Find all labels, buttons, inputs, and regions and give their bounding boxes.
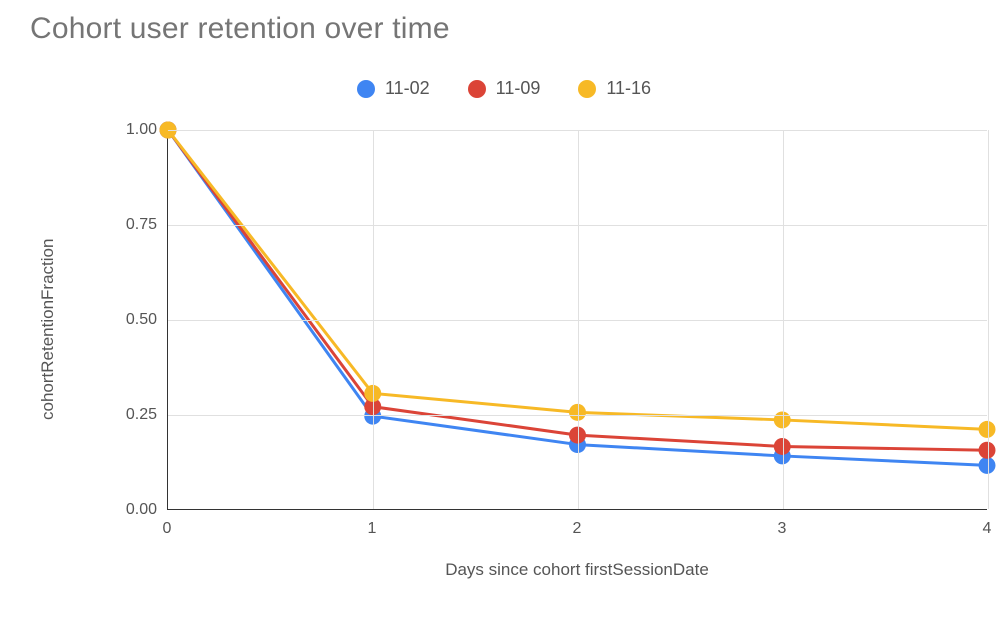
x-tick-label: 3 [778, 520, 787, 538]
series-marker [979, 457, 996, 474]
y-axis-title: cohortRetentionFraction [38, 239, 58, 420]
chart-title: Cohort user retention over time [30, 12, 450, 46]
y-tick-label: 0.50 [112, 311, 157, 329]
legend-dot-icon [468, 80, 486, 98]
legend-label: 11-09 [496, 78, 541, 99]
x-tick-label: 2 [573, 520, 582, 538]
series-marker [979, 421, 996, 438]
gridline-v [783, 130, 784, 509]
gridline-v [988, 130, 989, 509]
legend-label: 11-16 [606, 78, 651, 99]
legend-dot-icon [357, 80, 375, 98]
gridline-v [578, 130, 579, 509]
x-tick-label: 4 [983, 520, 992, 538]
legend-item: 11-09 [468, 78, 541, 99]
legend-item: 11-16 [578, 78, 651, 99]
gridline-v [373, 130, 374, 509]
series-marker [979, 442, 996, 459]
y-tick-label: 0.00 [112, 501, 157, 519]
y-tick-label: 0.25 [112, 406, 157, 424]
y-tick-label: 1.00 [112, 121, 157, 139]
x-tick-label: 1 [368, 520, 377, 538]
y-tick-label: 0.75 [112, 216, 157, 234]
chart-legend: 11-02 11-09 11-16 [0, 78, 1008, 99]
legend-label: 11-02 [385, 78, 430, 99]
legend-item: 11-02 [357, 78, 430, 99]
legend-dot-icon [578, 80, 596, 98]
x-axis-title: Days since cohort firstSessionDate [167, 560, 987, 580]
x-tick-label: 0 [163, 520, 172, 538]
plot-area [167, 130, 987, 510]
retention-chart: Cohort user retention over time 11-0211-… [0, 0, 1008, 623]
